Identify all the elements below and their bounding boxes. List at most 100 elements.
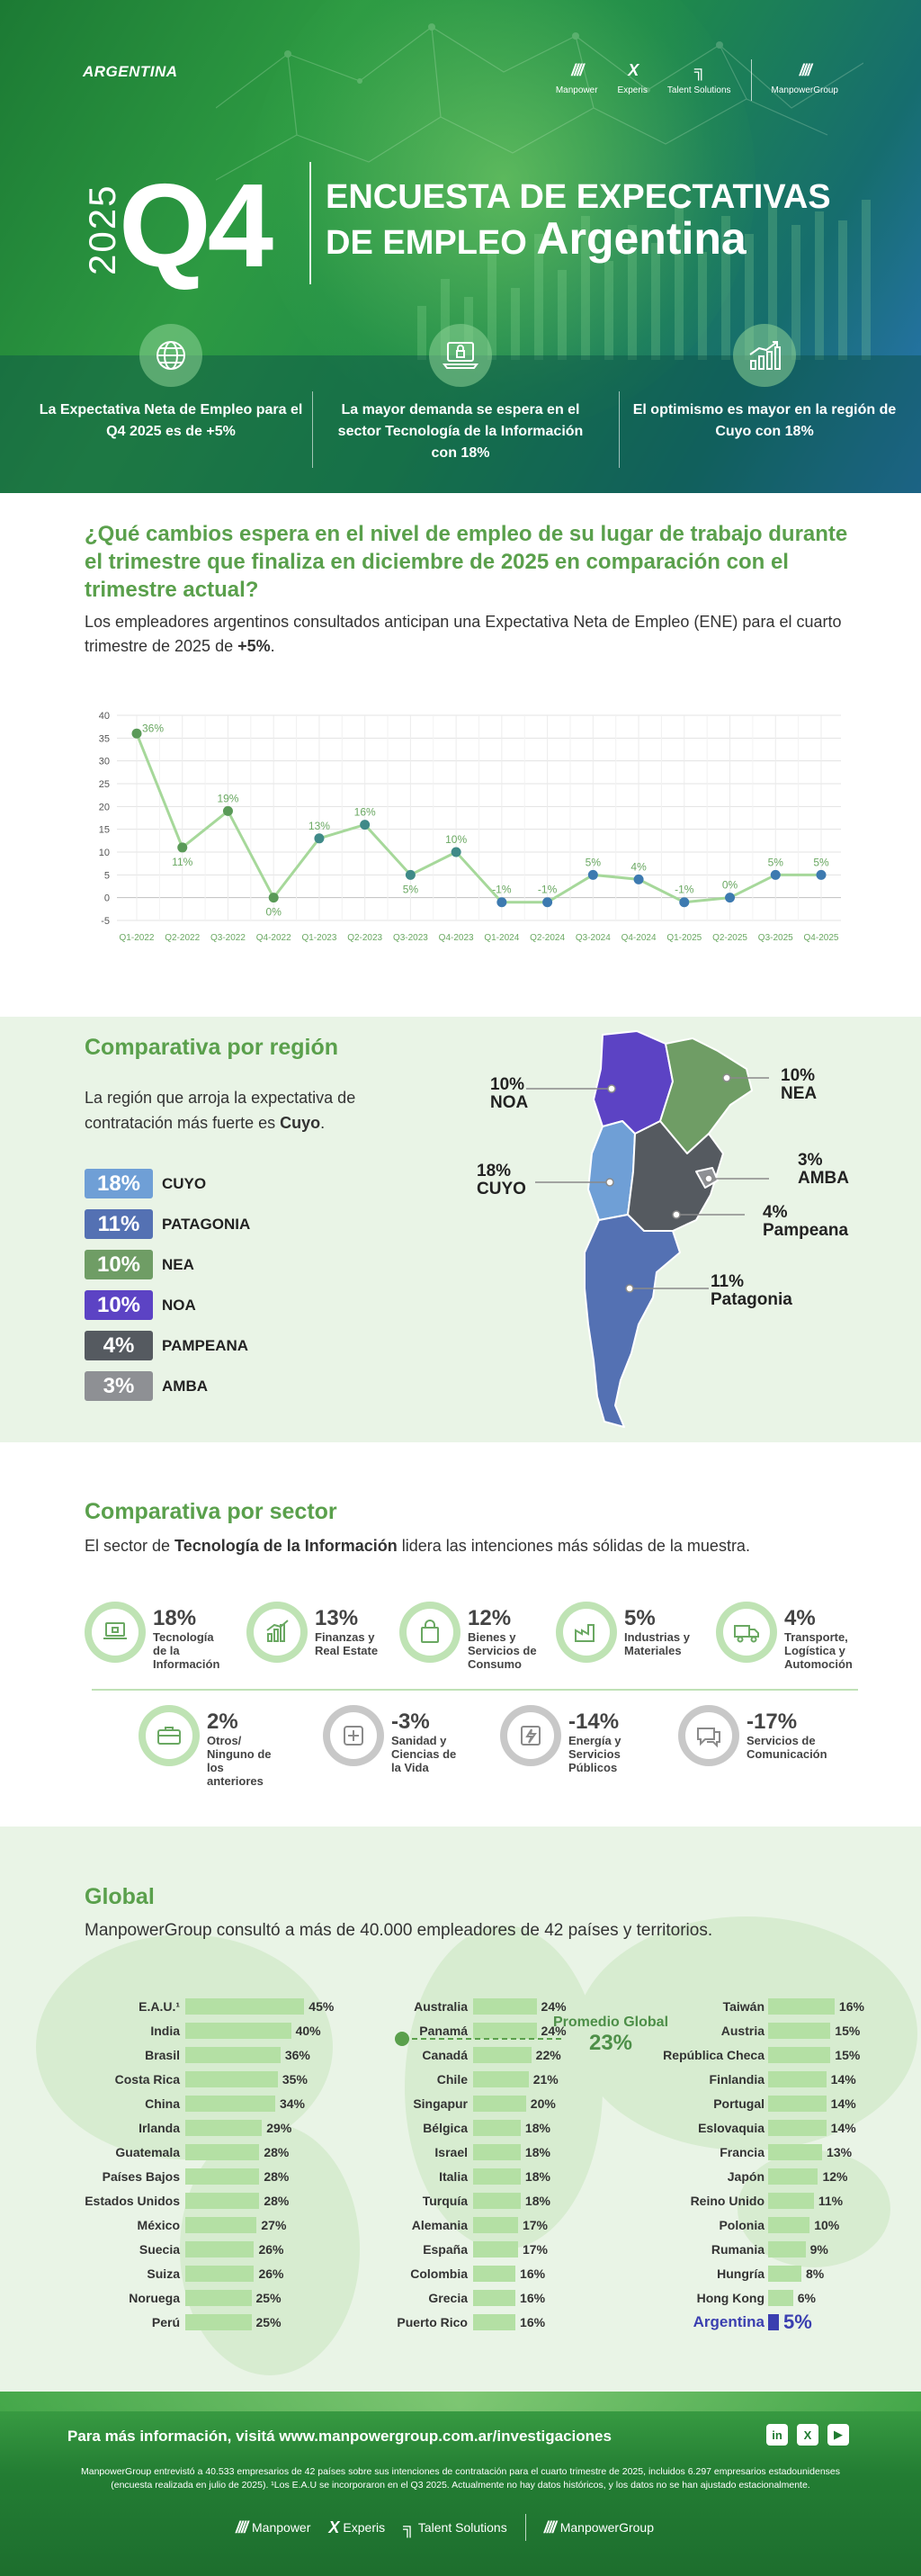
region-pct-badge: 10% <box>85 1250 153 1279</box>
country-value: 24% <box>541 2023 567 2038</box>
country-bar <box>768 2313 779 2330</box>
sector-label: Transporte, Logística y Automoción <box>784 1630 853 1671</box>
country-bar <box>185 2046 281 2063</box>
country-value: 9% <box>809 2241 828 2257</box>
data-point <box>314 833 325 844</box>
global-row: Panamá 24% <box>324 2018 621 2042</box>
map-label-cuyo: 18% CUYO <box>477 1162 526 1198</box>
quarter-label: Q4 <box>119 159 273 292</box>
global-row: Perú 25% <box>36 2310 333 2334</box>
global-row: Canadá 22% <box>324 2042 621 2067</box>
country-name: Eslovaquia <box>698 2120 765 2135</box>
x-tick-label: Q3-2022 <box>210 933 246 943</box>
region-list: 18% CUYO 11% PATAGONIA 10% NEA 10% NOA 4% PAMPEAN… <box>85 1163 250 1406</box>
sector-label: Finanzas y Real Estate <box>315 1630 379 1657</box>
global-row: Turquía 18% <box>324 2188 621 2212</box>
country-name: Austria <box>720 2023 765 2038</box>
country-bar <box>473 2192 521 2209</box>
global-row: Hungría 8% <box>666 2261 917 2285</box>
country-name: Puerto Rico <box>397 2314 468 2329</box>
country-bar <box>185 1997 305 2015</box>
country-name: Israel <box>434 2144 468 2159</box>
country-name: Finlandia <box>709 2071 765 2087</box>
sector-item: 4% Transporte, Logística y Automoción <box>716 1602 865 1671</box>
country-name: Países Bajos <box>102 2168 180 2184</box>
average-indicator <box>395 2032 565 2046</box>
region-pct-badge: 3% <box>85 1371 153 1401</box>
y-tick-label: 10 <box>99 848 110 858</box>
country-name: Suiza <box>147 2266 180 2281</box>
global-text: ManpowerGroup consultó a más de 40.000 e… <box>85 1921 713 1940</box>
world-map-decoration <box>576 1916 917 2150</box>
footer: Para más información, visitá www.manpowe… <box>0 2392 921 2576</box>
footer-link[interactable]: www.manpowergroup.com.ar/investigaciones <box>279 2428 612 2445</box>
country-bar <box>768 2216 810 2233</box>
global-row: Rumania 9% <box>666 2237 917 2261</box>
hero-glow <box>252 0 756 432</box>
global-average: Promedio Global 23% <box>553 2015 669 2055</box>
country-name: Suecia <box>139 2241 180 2257</box>
country-bar <box>768 2070 827 2087</box>
network-decoration <box>216 23 863 181</box>
region-name: NEA <box>162 1255 194 1273</box>
globe-icon <box>139 324 202 387</box>
data-label: -1% <box>675 884 694 896</box>
data-point <box>679 897 690 908</box>
country-bar <box>185 2265 255 2282</box>
country-value: 45% <box>308 1998 335 2014</box>
country-bar <box>185 2313 252 2330</box>
data-label: -1% <box>492 884 512 896</box>
global-row: Estados Unidos 28% <box>36 2188 333 2212</box>
global-row: India 40% <box>36 2018 333 2042</box>
data-label: 5% <box>403 883 419 895</box>
global-row: China 34% <box>36 2091 333 2115</box>
data-label: 0% <box>266 906 282 919</box>
country-name: India <box>150 2023 180 2038</box>
y-tick-label: 20 <box>99 802 110 812</box>
sector-item: 12% Bienes y Servicios de Consumo <box>399 1602 538 1671</box>
linkedin-icon[interactable]: in <box>766 2424 788 2446</box>
country-value: 28% <box>264 2168 290 2184</box>
sector-value: 2% <box>207 1710 238 1734</box>
factory-icon <box>556 1602 617 1663</box>
youtube-icon[interactable]: ▶ <box>827 2424 849 2446</box>
country-bar <box>185 2216 257 2233</box>
country-bar <box>768 2192 814 2209</box>
country-value: 12% <box>822 2168 848 2184</box>
region-item: 18% CUYO <box>85 1163 250 1204</box>
data-label: 19% <box>217 792 238 804</box>
country-value: 10% <box>814 2217 840 2232</box>
country-name: Japón <box>727 2168 765 2184</box>
country-name: Argentina <box>693 2312 765 2330</box>
x-tick-label: Q4-2023 <box>439 933 474 943</box>
logo-divider <box>750 59 752 101</box>
country-value: 18% <box>524 2168 550 2184</box>
sector-label: Bienes y Servicios de Consumo <box>468 1630 537 1671</box>
data-label: 10% <box>445 833 467 846</box>
data-point <box>177 842 188 853</box>
country-value: 40% <box>295 2023 321 2038</box>
x-icon[interactable]: X <box>797 2424 818 2446</box>
data-label: 5% <box>813 856 829 868</box>
x-tick-label: Q4-2024 <box>621 933 657 943</box>
manpower-logo: ////Manpower <box>236 2518 311 2536</box>
country-value: 14% <box>830 2096 856 2111</box>
global-row: Eslovaquia 14% <box>666 2115 917 2140</box>
global-row: Brasil 36% <box>36 2042 333 2067</box>
country-value: 5% <box>783 2310 812 2333</box>
energy-icon <box>500 1705 561 1766</box>
country-name: Canadá <box>422 2047 468 2062</box>
country-name: Brasil <box>145 2047 180 2062</box>
country-bar <box>768 2022 831 2039</box>
data-label: 16% <box>354 806 376 819</box>
x-tick-label: Q2-2024 <box>530 933 565 943</box>
sector-label: Industrias y Materiales <box>624 1630 690 1657</box>
y-tick-label: -5 <box>101 916 110 927</box>
country-bar <box>768 2168 818 2185</box>
global-row: Japón 12% <box>666 2164 917 2188</box>
country-value: 18% <box>524 2120 550 2135</box>
bars-decoration <box>417 198 885 360</box>
data-label: 36% <box>142 722 164 734</box>
chat-icon <box>678 1705 739 1766</box>
country-name: Rumania <box>711 2241 765 2257</box>
